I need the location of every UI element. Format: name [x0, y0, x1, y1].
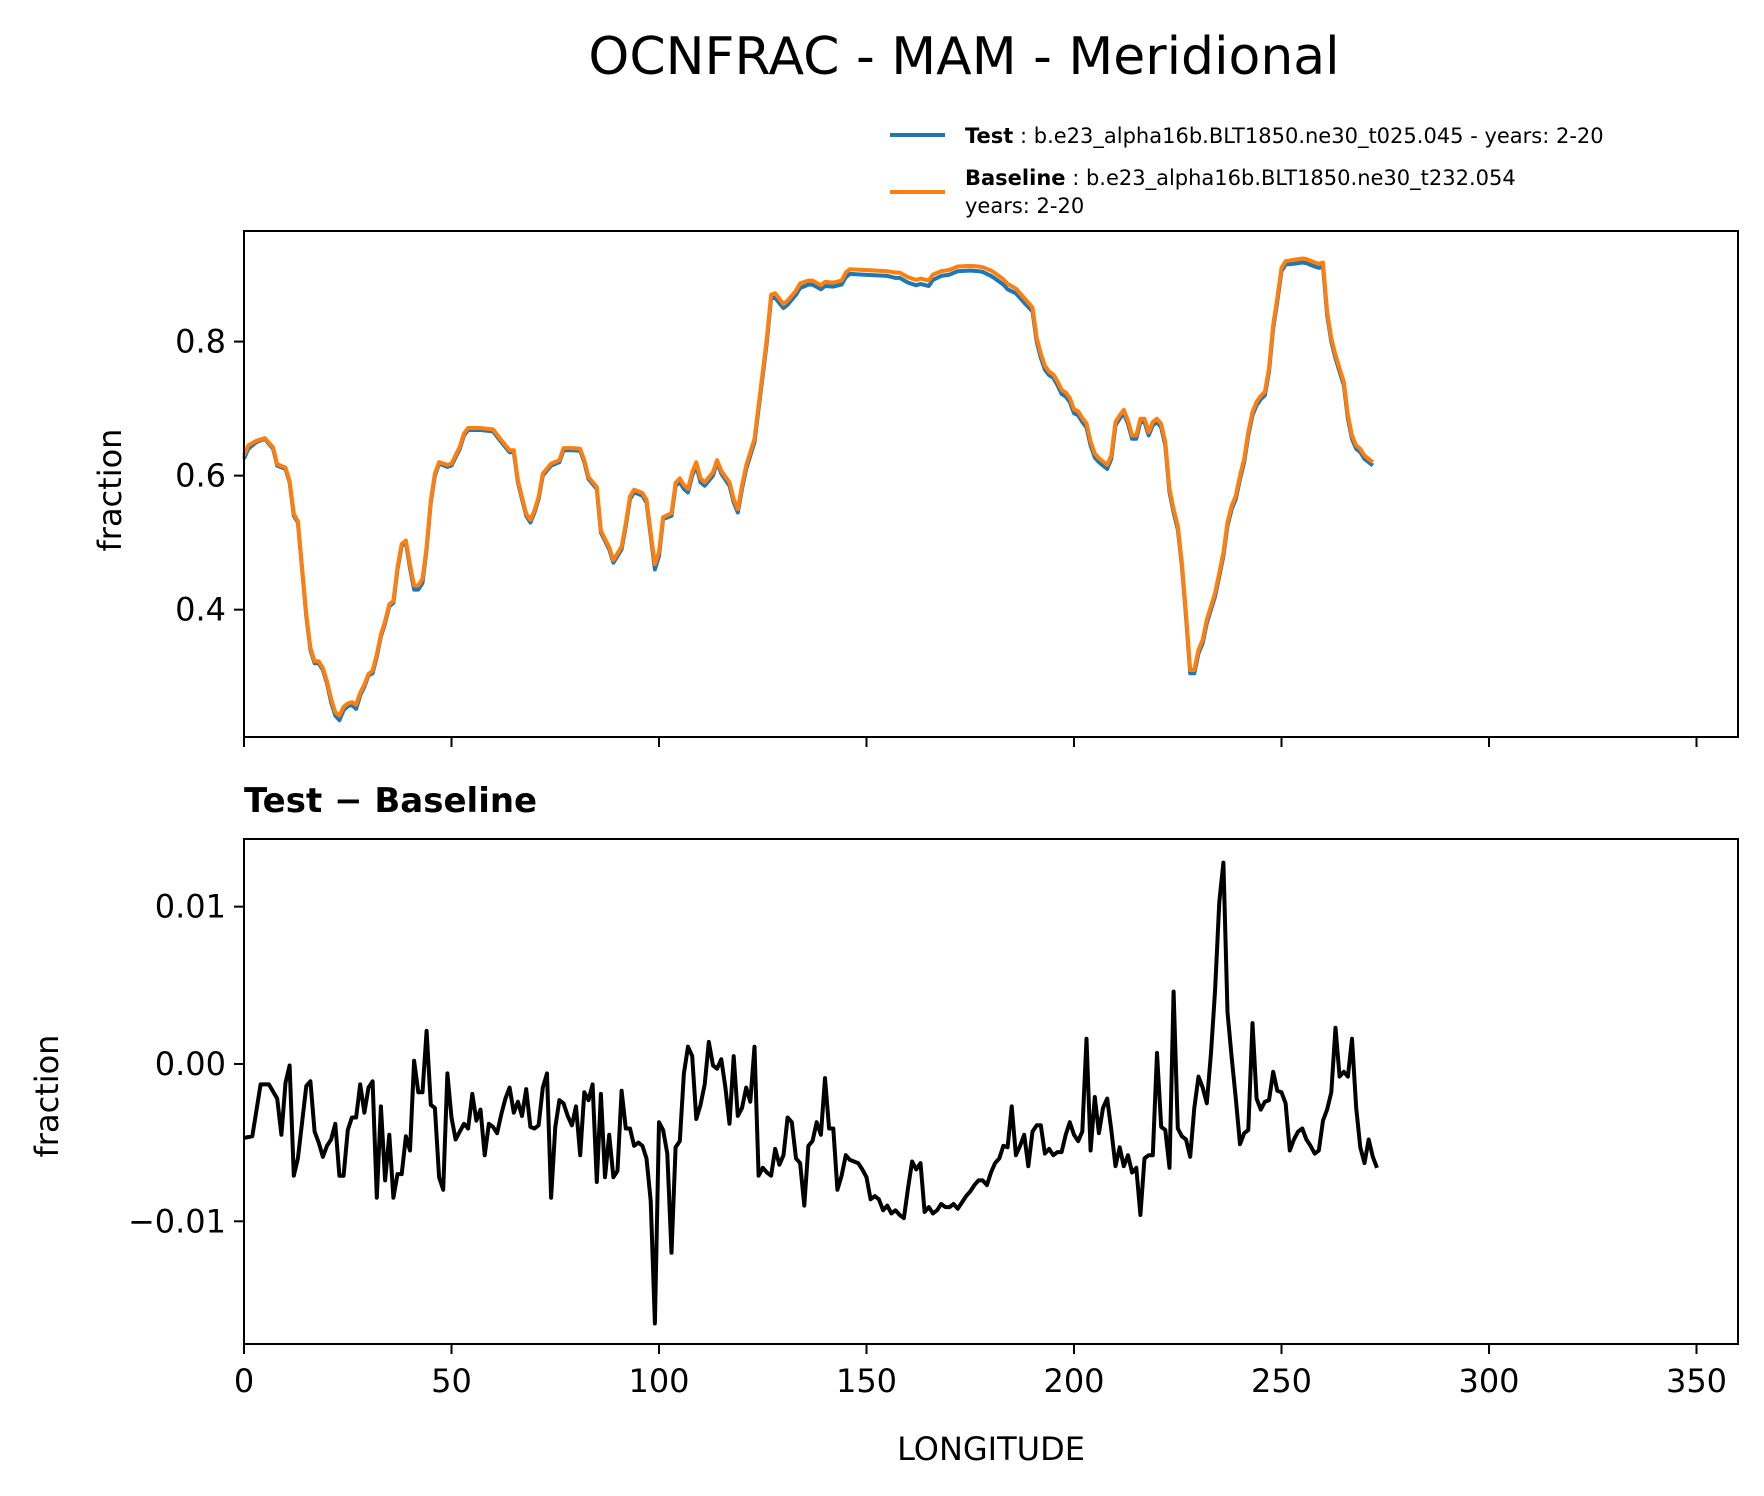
top-plot-frame: [243, 230, 1739, 738]
bottom-ylabel: fraction: [28, 1035, 66, 1158]
top-axis-ticks: 0.4 0.6 0.8: [175, 323, 1698, 747]
bottom-xtick-label: 100: [628, 1362, 689, 1400]
legend-entry-test: Test : b.e23_alpha16b.BLT1850.ne30_t025.…: [965, 124, 1604, 149]
bottom-xtick-label: 0: [234, 1362, 254, 1400]
chart-title: OCNFRAC - MAM - Meridional: [588, 27, 1339, 87]
difference-line: [243, 860, 1379, 1326]
bottom-xtick-label: 50: [431, 1362, 472, 1400]
bottom-xtick-label: 300: [1458, 1362, 1519, 1400]
bottom-xtick-label: 150: [836, 1362, 897, 1400]
difference-panel-title: Test − Baseline: [244, 781, 537, 821]
bottom-ytick-label: 0.01: [155, 888, 226, 926]
legend-name: Baseline: [965, 166, 1066, 190]
legend-desc: : b.e23_alpha16b.BLT1850.ne30_t025.045 -…: [1013, 124, 1603, 149]
top-series: [242, 256, 1375, 723]
legend-entry-baseline: Baseline : b.e23_alpha16b.BLT1850.ne30_t…: [965, 166, 1516, 191]
legend-name: Test: [965, 124, 1013, 148]
legend: Test : b.e23_alpha16b.BLT1850.ne30_t025.…: [890, 124, 1604, 218]
top-panel: fraction 0.4 0.6 0.8: [91, 230, 1739, 747]
bottom-series: [243, 860, 1379, 1326]
bottom-ytick-label: −0.01: [128, 1202, 226, 1240]
series-line-test: [242, 260, 1375, 723]
legend-desc: : b.e23_alpha16b.BLT1850.ne30_t232.054: [1066, 166, 1516, 191]
bottom-xtick-label: 350: [1666, 1362, 1727, 1400]
bottom-xtick-label: 250: [1251, 1362, 1312, 1400]
series-line-baseline: [242, 256, 1375, 718]
bottom-xtick-label: 200: [1043, 1362, 1104, 1400]
top-ytick-label: 0.8: [175, 323, 226, 361]
top-ylabel: fraction: [91, 429, 129, 552]
top-ytick-label: 0.4: [175, 591, 226, 629]
bottom-panel: Test − Baseline fraction 0 50 100 150 200 250…: [28, 781, 1739, 1468]
top-ytick-label: 0.6: [175, 457, 226, 495]
bottom-ytick-label: 0.00: [155, 1045, 226, 1083]
bottom-axis-ticks: 0 50 100 150 200 250 300 350 −0.01 0.00 0.01: [128, 888, 1727, 1400]
x-axis-label: LONGITUDE: [897, 1430, 1085, 1468]
legend-desc-line2: years: 2-20: [965, 194, 1084, 218]
bottom-plot-frame: [243, 838, 1739, 1345]
